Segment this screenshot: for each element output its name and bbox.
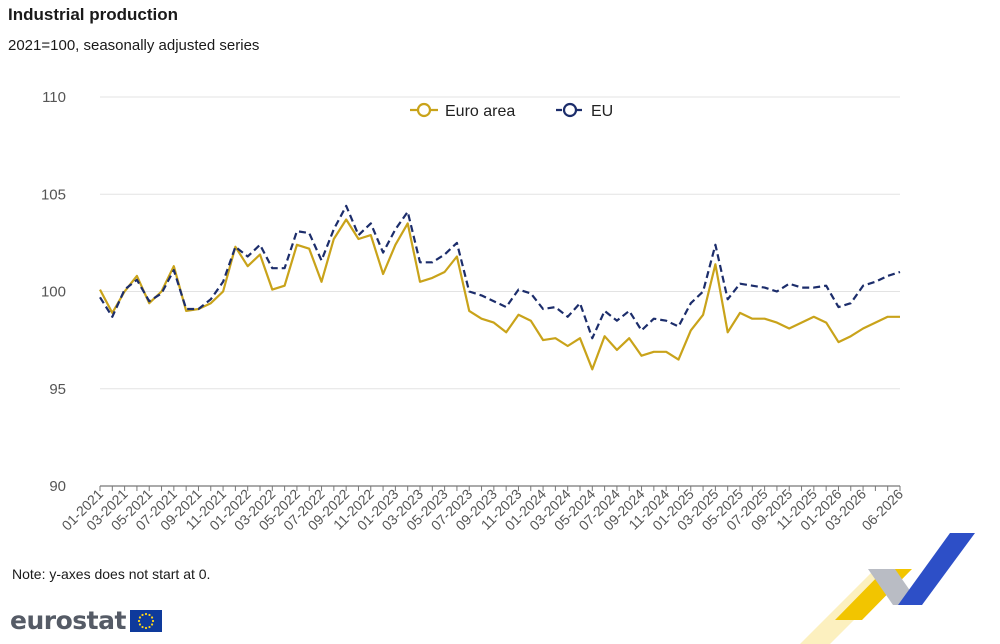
chart-title: Industrial production [8, 5, 178, 24]
series-line-eu[interactable] [99, 204, 901, 340]
legend-item[interactable]: EU [556, 102, 613, 120]
x-axis: 01-202103-202105-202107-202109-202111-20… [58, 485, 906, 534]
y-tick-label: 105 [41, 186, 66, 203]
logo-text: eurostat [10, 606, 126, 635]
y-tick-label: 100 [41, 284, 66, 301]
y-tick-label: 110 [42, 89, 66, 106]
series-line-euro-area[interactable] [99, 218, 900, 371]
decorative-stripes-icon [800, 533, 975, 644]
y-axis-ticks: 90 95 100 105 110 [41, 89, 66, 495]
y-tick-label: 95 [49, 381, 66, 398]
y-tick-label: 90 [49, 478, 66, 495]
legend-label: Euro area [445, 103, 515, 120]
legend[interactable]: Euro area EU [410, 102, 613, 120]
gridlines [100, 96, 900, 487]
legend-item[interactable]: Euro area [410, 102, 515, 120]
eurostat-logo: eurostat [10, 606, 162, 635]
legend-marker [416, 102, 432, 118]
x-tick-label: 06-2026 [858, 486, 906, 534]
footnote: Note: y-axes does not start at 0. [12, 566, 211, 582]
legend-marker [562, 102, 578, 118]
deco-blue-stripe [898, 533, 975, 605]
series-group [99, 204, 901, 371]
eu-flag-icon [129, 609, 162, 632]
legend-label: EU [591, 103, 613, 120]
chart-subtitle: 2021=100, seasonally adjusted series [8, 37, 260, 54]
